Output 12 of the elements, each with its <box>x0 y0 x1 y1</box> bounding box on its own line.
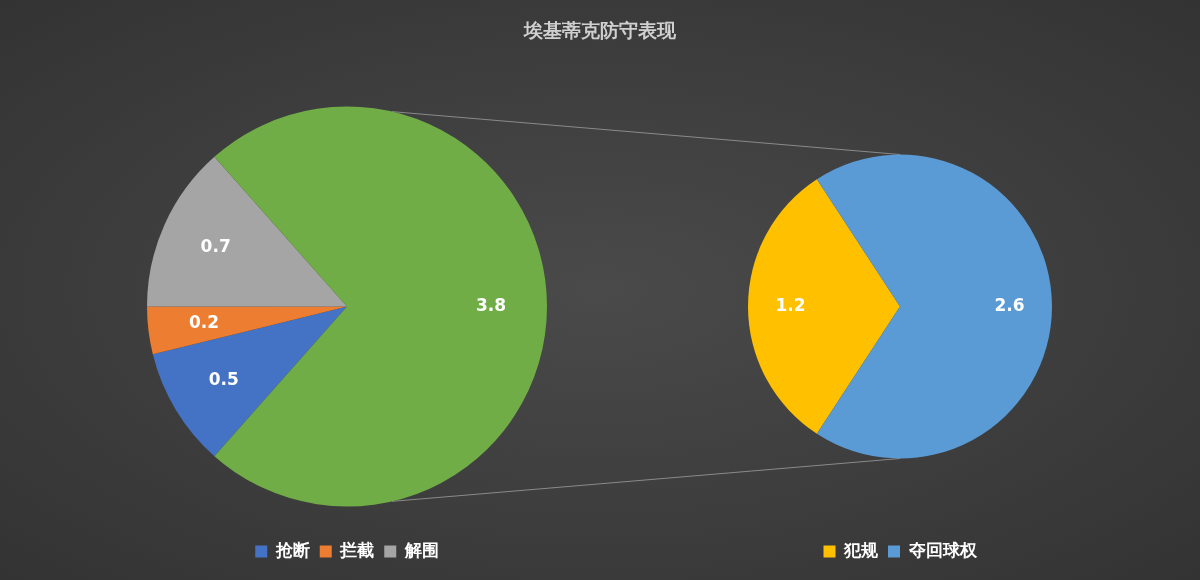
text: 埃基蒂克防守表现 <box>522 18 677 43</box>
data-label: 0.2 <box>188 312 220 333</box>
legend-label: 解围 <box>403 539 439 560</box>
legend-label: 犯规 <box>843 539 879 560</box>
data-label: 0.7 <box>200 235 231 256</box>
legend-label: 夺回球权 <box>907 539 978 560</box>
legend-label: 抢断 <box>274 539 310 560</box>
data-label: 2.6 <box>994 294 1025 315</box>
data-label: 0.5 <box>208 369 239 390</box>
legend-label: 拦截 <box>339 539 375 560</box>
data-label: 1.2 <box>775 294 806 315</box>
data-label: 3.8 <box>475 294 507 315</box>
